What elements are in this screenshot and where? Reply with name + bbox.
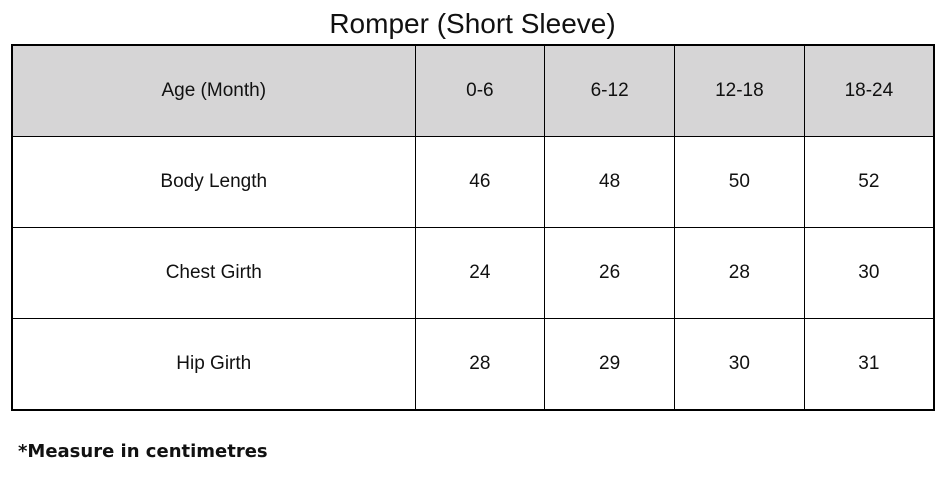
table-row: Chest Girth 24 26 28 30 (11, 227, 935, 319)
header-cell: 6-12 (544, 44, 675, 137)
table-cell: 24 (414, 227, 546, 319)
table-cell: 50 (674, 136, 805, 228)
table-cell: 29 (544, 318, 675, 411)
header-cell: 12-18 (674, 44, 805, 137)
table-cell: 28 (674, 227, 805, 319)
header-cell: 0-6 (414, 44, 546, 137)
table-cell: 26 (544, 227, 675, 319)
row-label: Hip Girth (11, 318, 416, 411)
table-cell: 28 (414, 318, 546, 411)
table-cell: 46 (414, 136, 546, 228)
table-cell: 31 (803, 318, 935, 411)
table-row: Body Length 46 48 50 52 (11, 136, 935, 228)
table-header-row: Age (Month) 0-6 6-12 12-18 18-24 (11, 44, 935, 137)
table-cell: 52 (803, 136, 935, 228)
header-cell: Age (Month) (11, 44, 416, 137)
page-title: Romper (Short Sleeve) (329, 8, 616, 39)
row-label: Body Length (11, 136, 416, 228)
table-cell: 48 (544, 136, 675, 228)
size-chart-table: Age (Month) 0-6 6-12 12-18 18-24 Body Le… (11, 44, 935, 411)
header-cell: 18-24 (803, 44, 935, 137)
table-cell: 30 (674, 318, 805, 411)
row-label: Chest Girth (11, 227, 416, 319)
measurement-note: *Measure in centimetres (18, 441, 268, 462)
table-cell: 30 (803, 227, 935, 319)
table-row: Hip Girth 28 29 30 31 (11, 318, 935, 411)
